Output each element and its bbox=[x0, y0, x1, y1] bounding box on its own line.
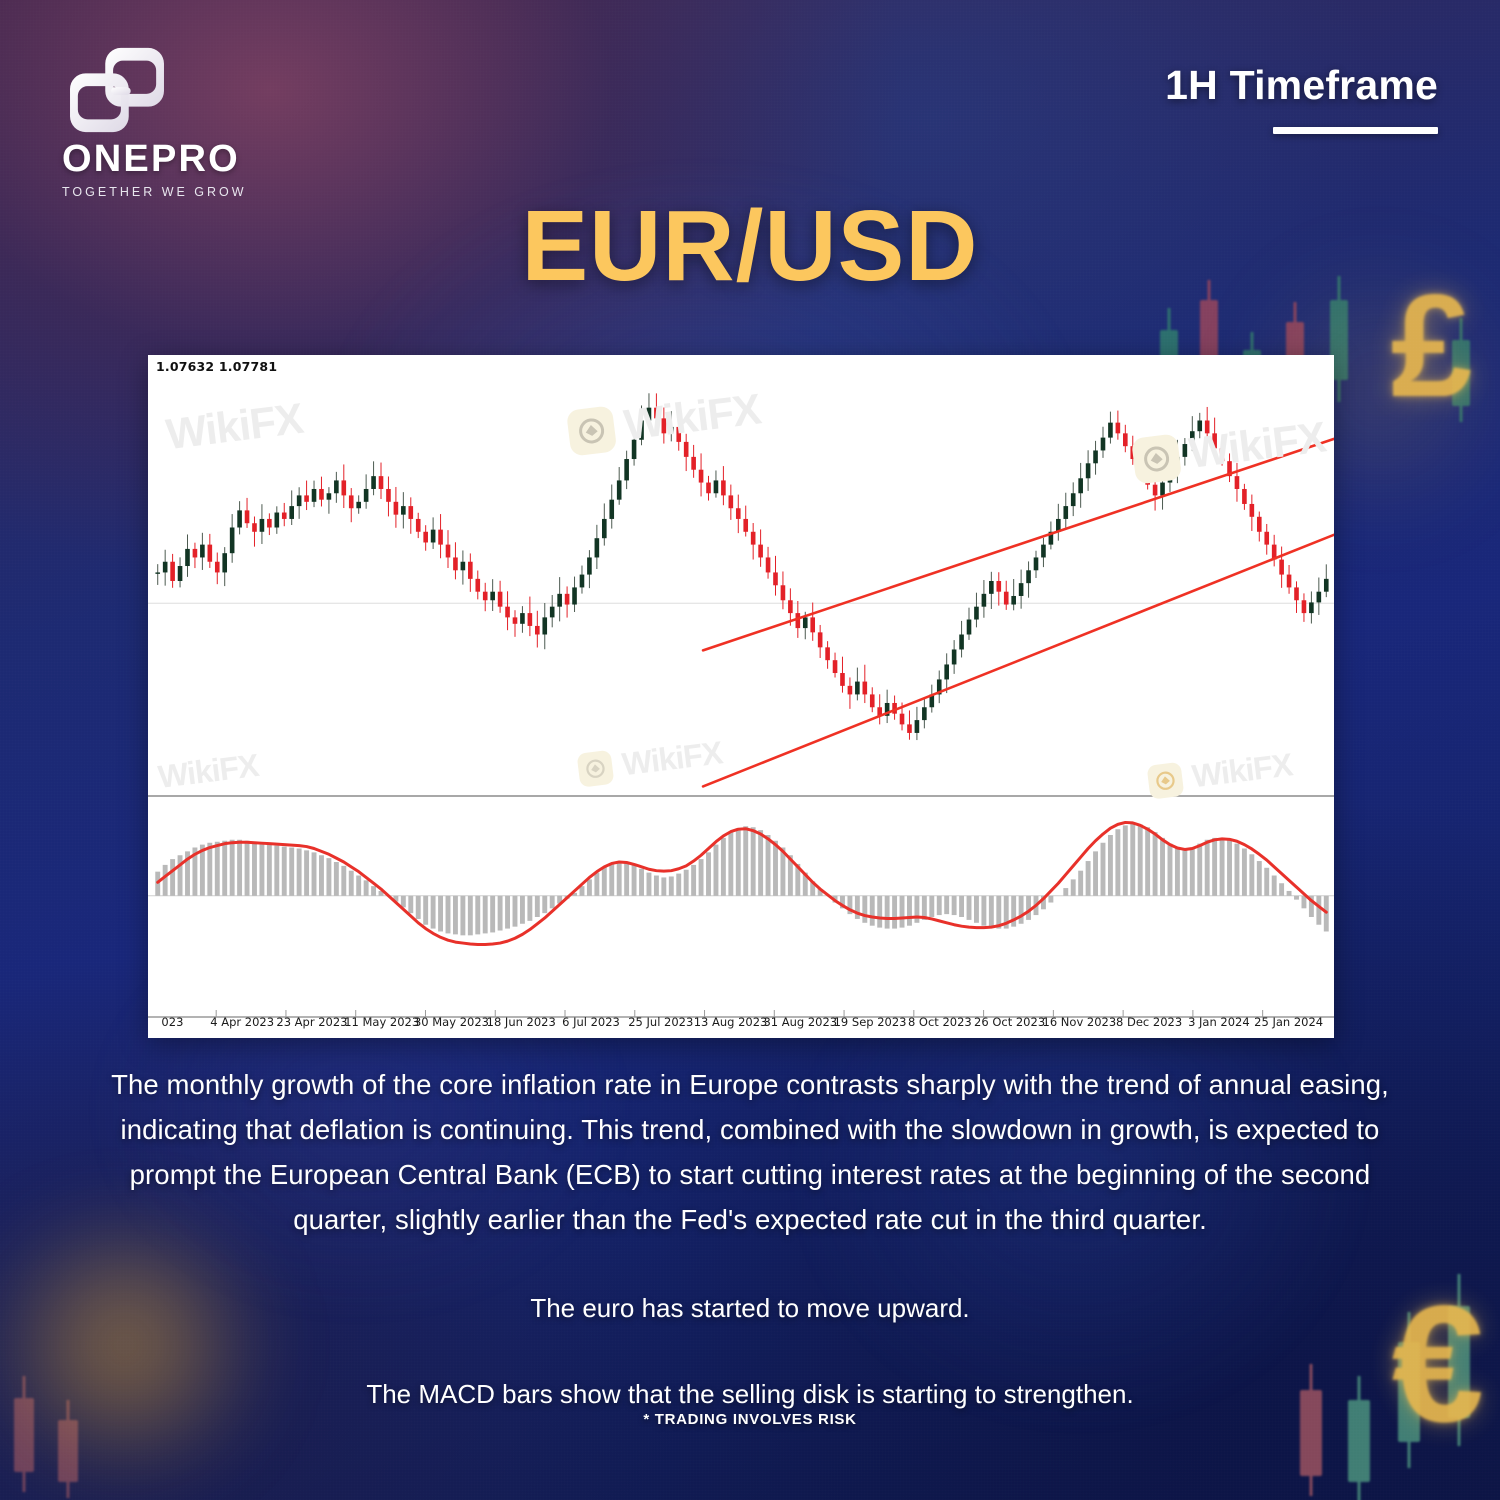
decorative-candle bbox=[1448, 1274, 1470, 1446]
price-readout: 1.07632 1.07781 bbox=[156, 359, 278, 374]
date-axis-label: 23 Apr 2023 bbox=[276, 1015, 348, 1029]
date-axis-label: 4 Apr 2023 bbox=[210, 1015, 275, 1029]
date-axis-label: 6 Jul 2023 bbox=[562, 1015, 620, 1029]
chart-canvas bbox=[148, 393, 1334, 1018]
decorative-candle bbox=[1348, 1376, 1370, 1500]
date-axis-label: 25 Jan 2024 bbox=[1254, 1015, 1324, 1029]
decorative-candle bbox=[1300, 1364, 1322, 1496]
brand-tagline: TOGETHER WE GROW bbox=[62, 185, 247, 199]
commentary: The monthly growth of the core inflation… bbox=[96, 1062, 1404, 1414]
timeframe-block: 1H Timeframe bbox=[1165, 62, 1438, 134]
trading-chart[interactable]: WikiFX WikiFX WikiFX WikiFX WikiFX WikiF… bbox=[148, 355, 1334, 1038]
decorative-candle bbox=[1330, 276, 1348, 402]
date-axis-label: 26 Oct 2023 bbox=[974, 1015, 1046, 1029]
date-axis-label: 13 Aug 2023 bbox=[693, 1015, 768, 1029]
commentary-paragraph-two: The euro has started to move upward. bbox=[530, 1293, 970, 1323]
pound-symbol-icon: £ bbox=[1390, 264, 1472, 427]
date-axis-label: 8 Dec 2023 bbox=[1116, 1015, 1183, 1029]
date-axis-label: 31 Aug 2023 bbox=[763, 1015, 838, 1029]
date-axis-label: 16 Nov 2023 bbox=[1042, 1015, 1117, 1029]
euro-symbol-icon: € bbox=[1391, 1272, 1484, 1457]
risk-disclaimer: * TRADING INVOLVES RISK bbox=[643, 1411, 857, 1428]
decorative-glow bbox=[0, 1215, 290, 1475]
decorative-candle bbox=[1200, 280, 1218, 388]
date-axis-label: 8 Oct 2023 bbox=[907, 1015, 972, 1029]
date-axis-label: 3 Jan 2024 bbox=[1188, 1015, 1250, 1029]
date-axis-label: 30 May 2023 bbox=[413, 1015, 489, 1029]
date-axis: 023 4 Apr 2023 23 Apr 2023 11 May 2023 30 Ma… bbox=[148, 1015, 1334, 1035]
commentary-paragraph-main: The monthly growth of the core inflation… bbox=[111, 1069, 1389, 1235]
timeframe-label: 1H Timeframe bbox=[1165, 62, 1438, 108]
commentary-paragraph-three: The MACD bars show that the selling disk… bbox=[366, 1379, 1134, 1409]
timeframe-underline bbox=[1273, 127, 1438, 134]
brand-name: ONEPRO bbox=[62, 138, 240, 180]
decorative-candle bbox=[1398, 1312, 1420, 1468]
date-axis-label: 11 May 2023 bbox=[344, 1015, 420, 1029]
date-axis-label: 19 Sep 2023 bbox=[833, 1015, 907, 1029]
date-axis-label: 18 Jun 2023 bbox=[486, 1015, 556, 1029]
page-title: EUR/USD bbox=[521, 190, 979, 302]
date-axis-label: 023 bbox=[161, 1015, 184, 1029]
interlocking-squares-icon bbox=[70, 47, 164, 133]
brand-logo: ONEPRO TOGETHER WE GROW bbox=[62, 44, 312, 199]
date-axis-label: 25 Jul 2023 bbox=[628, 1015, 694, 1029]
decorative-candle bbox=[1452, 318, 1470, 422]
